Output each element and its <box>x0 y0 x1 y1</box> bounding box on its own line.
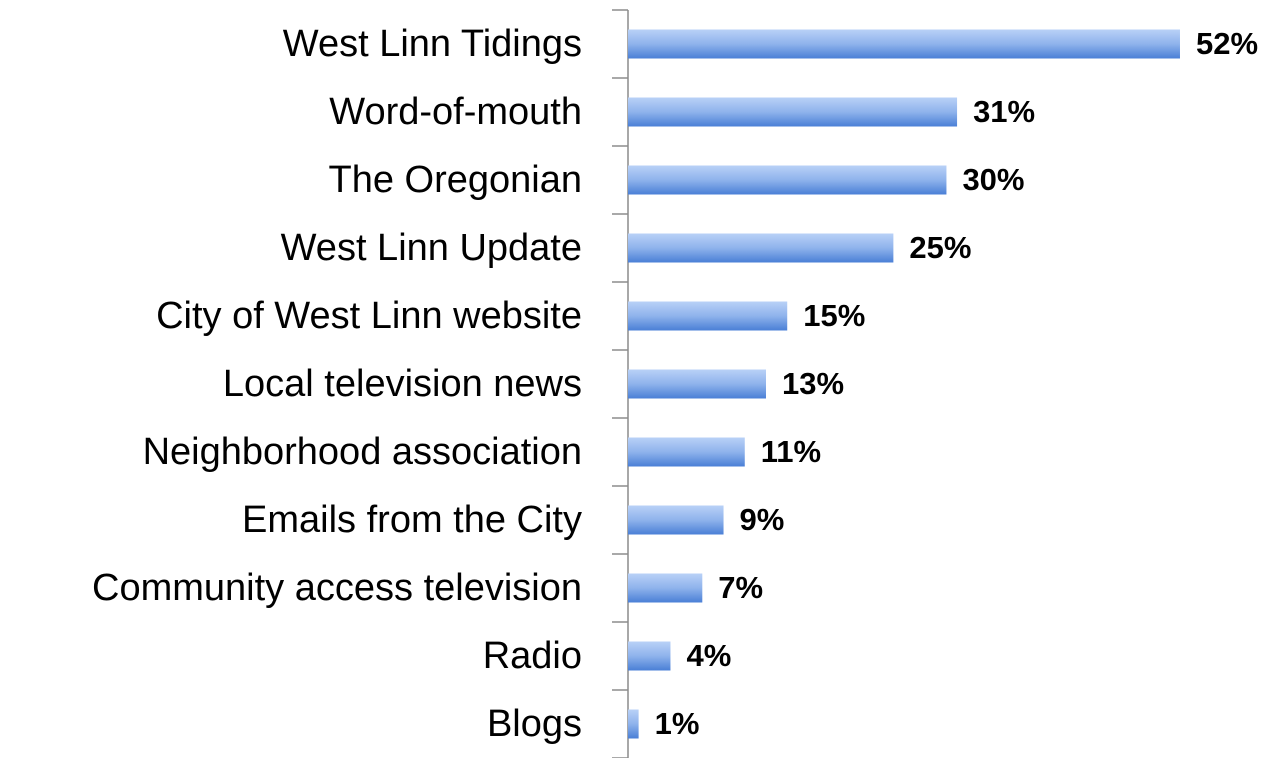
category-label: Local television news <box>223 363 582 405</box>
category-label: City of West Linn website <box>156 295 582 337</box>
bar <box>628 437 745 467</box>
category-label: West Linn Tidings <box>283 23 582 65</box>
category-label: Word-of-mouth <box>329 91 582 133</box>
category-label: Community access television <box>92 567 582 609</box>
bar <box>628 301 788 331</box>
category-label: Emails from the City <box>242 499 582 541</box>
data-label: 52% <box>1196 26 1258 61</box>
data-label: 11% <box>761 434 821 469</box>
data-label: 7% <box>718 570 763 605</box>
bar <box>628 165 947 195</box>
bar <box>628 709 639 739</box>
category-label: Blogs <box>487 703 582 745</box>
data-label: 31% <box>973 94 1035 129</box>
bar <box>628 505 724 535</box>
data-label: 30% <box>962 162 1024 197</box>
data-label: 13% <box>782 366 844 401</box>
bar <box>628 641 671 671</box>
category-label: Neighborhood association <box>143 431 582 473</box>
bar <box>628 29 1180 59</box>
data-label: 9% <box>740 502 785 537</box>
bar <box>628 97 958 127</box>
data-label: 25% <box>909 230 971 265</box>
category-label: West Linn Update <box>281 227 582 269</box>
category-label: The Oregonian <box>329 159 583 201</box>
bar <box>628 369 766 399</box>
bar <box>628 573 703 603</box>
data-label: 1% <box>655 706 700 741</box>
bar <box>628 233 894 263</box>
data-label: 15% <box>803 298 865 333</box>
data-label: 4% <box>686 638 731 673</box>
category-label: Radio <box>483 635 582 677</box>
